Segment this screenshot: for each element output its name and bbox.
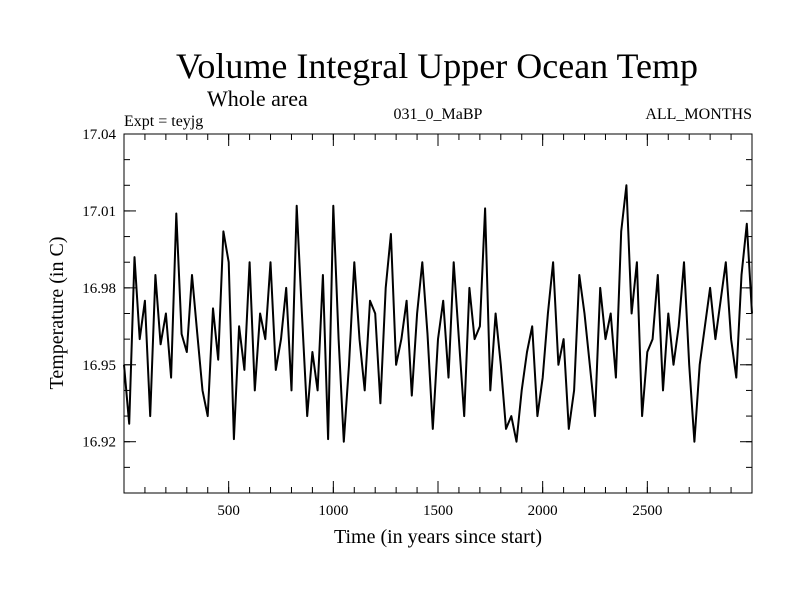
x-tick-label: 2000 bbox=[528, 503, 558, 519]
y-axis-label: Temperature (in C) bbox=[46, 237, 68, 390]
months-label: ALL_MONTHS bbox=[645, 106, 752, 123]
period-label: 031_0_MaBP bbox=[394, 106, 483, 123]
y-tick-label: 17.01 bbox=[82, 204, 116, 220]
y-tick-label: 16.92 bbox=[82, 435, 116, 451]
plot-frame bbox=[123, 133, 753, 494]
x-tick-label: 1500 bbox=[423, 503, 453, 519]
x-axis: 500 1000 1500 2000 2500 bbox=[144, 134, 732, 519]
chart-title: Volume Integral Upper Ocean Temp bbox=[176, 46, 698, 86]
y-tick-label: 17.04 bbox=[82, 127, 116, 143]
chart-subtitle: Whole area bbox=[207, 86, 308, 111]
y-axis: 16.92 16.95 16.98 17.01 17.04 bbox=[82, 127, 752, 494]
x-tick-label: 500 bbox=[217, 503, 240, 519]
experiment-label: Expt = teyjg bbox=[124, 113, 203, 130]
y-tick-label: 16.95 bbox=[82, 358, 116, 374]
x-tick-label: 2500 bbox=[632, 503, 662, 519]
x-tick-label: 1000 bbox=[318, 503, 348, 519]
temperature-series-line bbox=[123, 184, 753, 443]
y-tick-label: 16.98 bbox=[82, 281, 116, 297]
x-axis-label: Time (in years since start) bbox=[334, 526, 542, 548]
